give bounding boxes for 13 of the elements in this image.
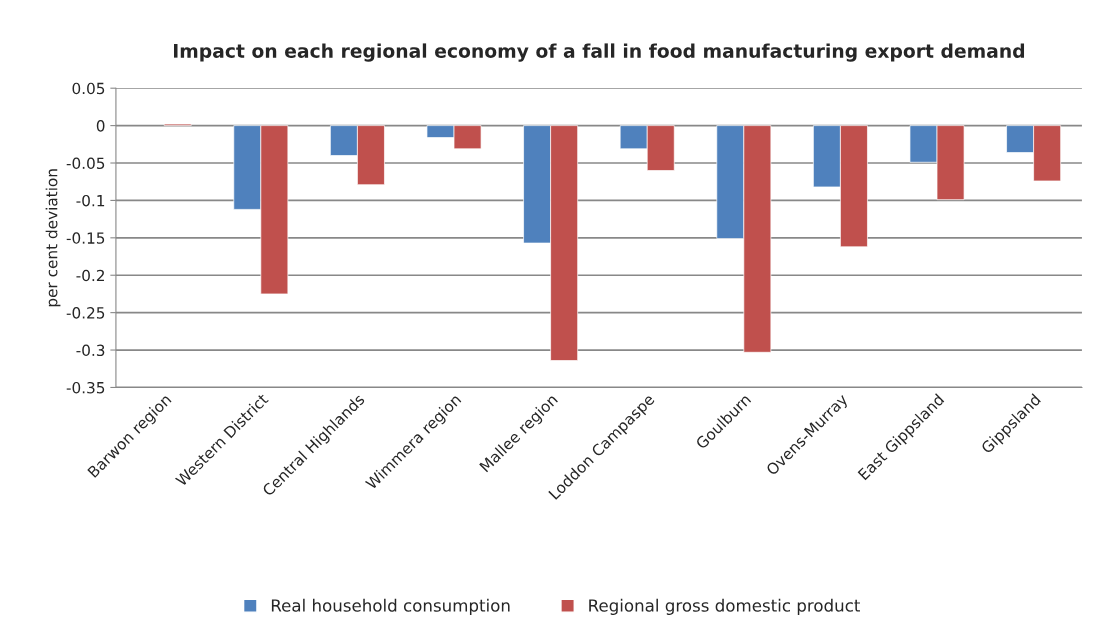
y-tick-label: -0.15 (66, 232, 105, 244)
y-tick-label: 0.05 (72, 82, 105, 95)
legend-label: Regional gross domestic product (589, 598, 860, 615)
chart-title: Impact on each regional economy of a fall in food manufacturing export demand (173, 43, 1025, 62)
y-tick-label: -0.05 (66, 157, 105, 170)
y-axis-title: per cent deviation (45, 169, 61, 307)
legend-label: Real household consumption (271, 598, 510, 615)
y-tick-label: -0.3 (76, 344, 105, 357)
y-tick-label: -0.35 (66, 381, 105, 394)
y-tick-label: -0.1 (76, 194, 105, 207)
y-tick-label: -0.2 (76, 269, 104, 282)
y-tick-label: 0 (96, 120, 105, 132)
y-tick-label: -0.25 (66, 307, 105, 319)
